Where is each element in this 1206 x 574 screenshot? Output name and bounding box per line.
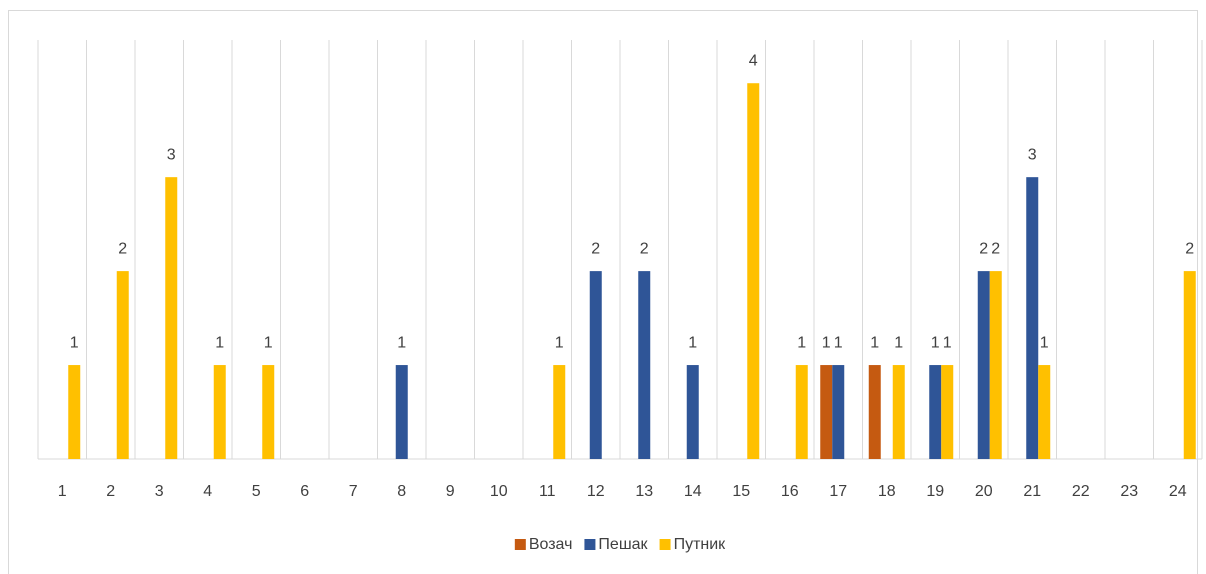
data-label: 1 xyxy=(834,334,843,351)
x-tick-label: 3 xyxy=(155,483,164,500)
bar xyxy=(1026,177,1039,459)
x-tick-label: 2 xyxy=(106,483,115,500)
x-tick-label: 20 xyxy=(975,483,993,500)
x-tick-label: 19 xyxy=(926,483,944,500)
data-label: 1 xyxy=(264,334,273,351)
data-label: 2 xyxy=(979,240,988,257)
data-label: 1 xyxy=(894,334,903,351)
bar xyxy=(747,83,760,460)
legend-item: Возач xyxy=(514,536,573,553)
bar xyxy=(820,365,833,459)
x-tick-label: 11 xyxy=(539,483,556,500)
legend-item: Путник xyxy=(659,536,727,553)
bar xyxy=(941,365,954,459)
legend-swatch xyxy=(659,539,671,550)
bar xyxy=(213,365,226,459)
bar xyxy=(832,365,845,459)
bar xyxy=(68,365,81,459)
data-label: 1 xyxy=(688,334,697,351)
data-label: 1 xyxy=(797,334,806,351)
x-tick-label: 24 xyxy=(1169,483,1187,500)
data-label: 3 xyxy=(167,146,176,163)
data-label: 1 xyxy=(1040,334,1049,351)
x-tick-label: 14 xyxy=(684,483,702,500)
x-tick-label: 22 xyxy=(1072,483,1090,500)
data-label: 2 xyxy=(118,240,127,257)
data-label: 2 xyxy=(591,240,600,257)
bar xyxy=(116,271,129,459)
data-label: 1 xyxy=(215,334,224,351)
legend-label: Возач xyxy=(529,536,573,553)
data-label: 1 xyxy=(931,334,940,351)
data-label: 1 xyxy=(555,334,564,351)
bar xyxy=(686,365,699,459)
bar xyxy=(262,365,275,459)
bar xyxy=(1038,365,1051,459)
bar xyxy=(795,365,808,459)
data-label: 1 xyxy=(943,334,952,351)
legend-label: Путник xyxy=(674,536,727,553)
data-label: 1 xyxy=(822,334,831,351)
data-label: 1 xyxy=(70,334,79,351)
data-label: 1 xyxy=(870,334,879,351)
x-tick-label: 12 xyxy=(587,483,605,500)
x-tick-label: 7 xyxy=(349,483,358,500)
data-label: 3 xyxy=(1028,146,1037,163)
legend-swatch xyxy=(584,539,596,550)
bar xyxy=(589,271,602,459)
bar xyxy=(868,365,881,459)
x-tick-label: 6 xyxy=(300,483,309,500)
bar xyxy=(165,177,178,459)
x-tick-label: 13 xyxy=(635,483,653,500)
x-tick-label: 5 xyxy=(252,483,261,500)
x-tick-label: 4 xyxy=(203,483,212,500)
bar xyxy=(553,365,566,459)
bar xyxy=(638,271,651,459)
legend-swatch xyxy=(514,539,526,550)
x-tick-label: 16 xyxy=(781,483,799,500)
x-tick-label: 9 xyxy=(446,483,455,500)
x-tick-label: 8 xyxy=(397,483,406,500)
x-tick-label: 10 xyxy=(490,483,508,500)
data-label: 4 xyxy=(749,52,758,69)
data-label: 2 xyxy=(991,240,1000,257)
bar xyxy=(395,365,408,459)
bar xyxy=(929,365,942,459)
data-label: 2 xyxy=(640,240,649,257)
legend-item: Пешак xyxy=(584,536,649,553)
bar xyxy=(977,271,990,459)
legend-label: Пешак xyxy=(598,536,648,553)
chart-border xyxy=(8,10,1198,574)
bar xyxy=(989,271,1002,459)
x-tick-label: 17 xyxy=(829,483,847,500)
x-tick-label: 15 xyxy=(732,483,750,500)
x-tick-label: 18 xyxy=(878,483,896,500)
data-label: 1 xyxy=(397,334,406,351)
bar xyxy=(892,365,905,459)
x-tick-label: 21 xyxy=(1023,483,1041,500)
x-tick-label: 23 xyxy=(1120,483,1138,500)
data-label: 2 xyxy=(1185,240,1194,257)
bar xyxy=(1183,271,1196,459)
x-tick-label: 1 xyxy=(58,483,67,500)
